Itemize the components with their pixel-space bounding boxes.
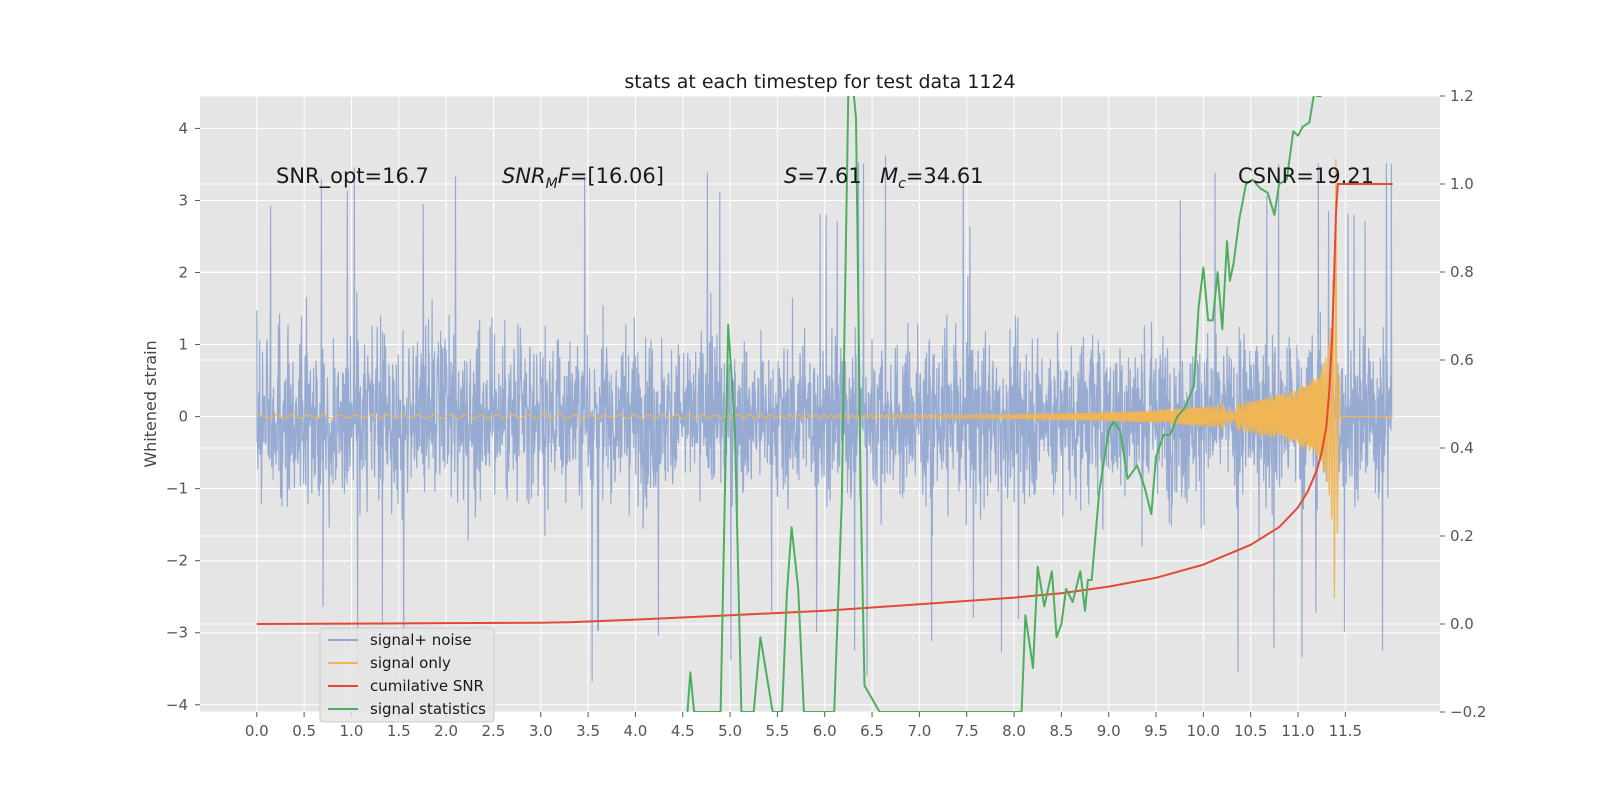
x-tick-label: 7.5 xyxy=(955,722,979,740)
s-value: =7.61 xyxy=(797,164,861,188)
y-axis-label: Whitened strain xyxy=(141,340,160,467)
legend-label-signal-noise: signal+ noise xyxy=(370,631,472,649)
x-tick-label: 9.5 xyxy=(1144,722,1168,740)
x-tick-label: 6.5 xyxy=(860,722,884,740)
x-tick-label: 11.5 xyxy=(1329,722,1362,740)
signal-only-line xyxy=(256,158,1393,599)
x-tick-label: 4.0 xyxy=(623,722,647,740)
csnr-annotation: CSNR=19.21 xyxy=(1238,164,1374,188)
x-tick-label: 0.0 xyxy=(245,722,269,740)
x-tick-label: 3.0 xyxy=(529,722,553,740)
y-left-tick-label: −1 xyxy=(166,480,188,498)
x-tick-label: 1.5 xyxy=(387,722,411,740)
signal-only-series xyxy=(256,158,1393,599)
y-right-tick-label: 0.8 xyxy=(1450,263,1474,281)
x-tick-label: 6.0 xyxy=(813,722,837,740)
x-tick-label: 2.0 xyxy=(434,722,458,740)
x-tick-label: 0.5 xyxy=(292,722,316,740)
x-tick-label: 11.0 xyxy=(1281,722,1314,740)
x-axis: 0.0 0.5 1.0 1.5 2.0 2.5 3.0 3.5 4.0 4.5 5.0 5.5 6.0 6… xyxy=(245,712,1362,740)
cumulative-snr-series xyxy=(256,183,1393,625)
mc-sub: c xyxy=(898,176,906,192)
y-left-tick-label: 3 xyxy=(178,191,188,209)
cumulative-snr-line xyxy=(256,183,1393,625)
x-tick-label: 4.5 xyxy=(671,722,695,740)
y-left-tick-label: 4 xyxy=(178,119,188,137)
y-left-tick-label: −4 xyxy=(166,696,188,714)
x-tick-label: 2.5 xyxy=(482,722,506,740)
y-right-tick-label: 1.0 xyxy=(1450,175,1474,193)
chart-title: stats at each timestep for test data 112… xyxy=(624,71,1015,93)
legend-label-signal-only: signal only xyxy=(370,654,451,672)
snr-mf-f: F xyxy=(558,164,571,188)
y-right-tick-label: 0.4 xyxy=(1450,439,1474,457)
y-left-tick-label: −3 xyxy=(166,624,188,642)
x-tick-label: 8.0 xyxy=(1002,722,1026,740)
y-left-tick-label: 1 xyxy=(178,336,188,354)
y-left-tick-label: 0 xyxy=(178,408,188,426)
y-right-tick-label: −0.2 xyxy=(1450,703,1486,721)
x-tick-label: 10.0 xyxy=(1187,722,1220,740)
signal-statistics-series xyxy=(686,96,1322,712)
y-left-tick-label: 2 xyxy=(178,264,188,282)
x-tick-label: 9.0 xyxy=(1097,722,1121,740)
grid-lines xyxy=(200,95,1440,713)
snr-mf-annotation: SNRMF=[16.06] xyxy=(502,164,664,192)
y-right-tick-label: 0.2 xyxy=(1450,527,1474,545)
y-right-tick-label: 0.0 xyxy=(1450,615,1474,633)
x-tick-label: 10.5 xyxy=(1234,722,1267,740)
legend: signal+ noise signal only cumilative SNR… xyxy=(319,627,495,723)
annotations: SNR_opt=16.7 SNRMF=[16.06] S=7.61 Mc=34.… xyxy=(276,164,1374,192)
signal-statistics-line xyxy=(686,96,1322,712)
snr-mf-sub: M xyxy=(546,176,558,192)
legend-label-signal-statistics: signal statistics xyxy=(370,700,486,718)
s-label: S xyxy=(784,164,797,188)
y-right-tick-label: 1.2 xyxy=(1450,87,1474,105)
x-tick-label: 5.0 xyxy=(718,722,742,740)
x-tick-label: 7.0 xyxy=(907,722,931,740)
x-tick-label: 5.5 xyxy=(765,722,789,740)
y-axis-left: 4 3 2 1 0 −1 −2 −3 −4 xyxy=(166,119,200,714)
legend-box xyxy=(319,627,495,723)
snr-mf-label: SNR xyxy=(502,164,546,188)
y-right-tick-label: 0.6 xyxy=(1450,351,1474,369)
x-tick-label: 1.0 xyxy=(340,722,364,740)
legend-label-cumulative-snr: cumilative SNR xyxy=(370,677,484,695)
mc-value: =34.61 xyxy=(906,164,984,188)
y-axis-right: 1.2 1.0 0.8 0.6 0.4 0.2 0.0 −0.2 xyxy=(1440,87,1486,721)
y-left-tick-label: −2 xyxy=(166,552,188,570)
snr-mf-value: =[16.06] xyxy=(570,164,664,188)
s-annotation: S=7.61 xyxy=(784,164,862,188)
x-tick-label: 8.5 xyxy=(1049,722,1073,740)
snr-opt-annotation: SNR_opt=16.7 xyxy=(276,164,429,189)
mc-annotation: Mc=34.61 xyxy=(880,164,984,192)
mc-label: M xyxy=(880,164,898,188)
x-tick-label: 3.5 xyxy=(576,722,600,740)
